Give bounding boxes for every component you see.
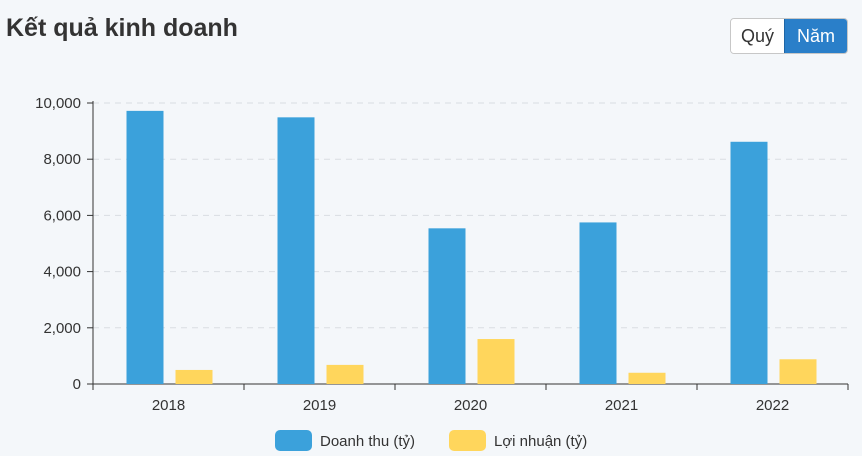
revenue-bar <box>126 110 164 385</box>
legend-swatch <box>275 430 312 451</box>
profit-bar <box>628 372 666 384</box>
revenue-bar <box>730 141 768 384</box>
revenue-bar <box>277 117 315 385</box>
bars <box>126 110 817 385</box>
legend-label: Lợi nhuận (tỷ) <box>494 433 587 450</box>
profit-bar <box>175 369 213 384</box>
legend: Doanh thu (tỷ) Lợi nhuận (tỷ) <box>275 430 587 451</box>
toggle-quarter-button[interactable]: Quý <box>731 19 785 53</box>
legend-swatch <box>449 430 486 451</box>
x-tick-label: 2021 <box>605 397 638 414</box>
profit-bar <box>779 359 817 384</box>
y-tick-labels: 0 2,000 4,000 6,000 8,000 10,000 <box>35 95 81 393</box>
x-tick-label: 2018 <box>152 397 185 414</box>
x-tick-labels: 2018 2019 2020 2021 2022 <box>152 397 789 414</box>
grid-lines <box>93 102 848 329</box>
y-tick-label: 8,000 <box>43 151 81 168</box>
x-tick-label: 2022 <box>756 397 789 414</box>
legend-label: Doanh thu (tỷ) <box>320 433 415 450</box>
revenue-bar <box>428 228 466 384</box>
x-tick-label: 2019 <box>303 397 336 414</box>
axes <box>87 101 849 390</box>
x-tick-label: 2020 <box>454 397 487 414</box>
page-title: Kết quả kinh doanh <box>6 14 238 42</box>
y-tick-label: 2,000 <box>43 320 81 337</box>
y-tick-label: 4,000 <box>43 264 81 281</box>
profit-bar <box>477 339 515 384</box>
y-tick-label: 6,000 <box>43 207 81 224</box>
toggle-year-button[interactable]: Năm <box>784 19 848 53</box>
revenue-bar <box>579 222 617 384</box>
y-tick-label: 0 <box>73 376 81 393</box>
y-tick-label: 10,000 <box>35 95 81 112</box>
profit-bar <box>326 364 364 384</box>
period-toggle: Quý Năm <box>730 18 849 54</box>
